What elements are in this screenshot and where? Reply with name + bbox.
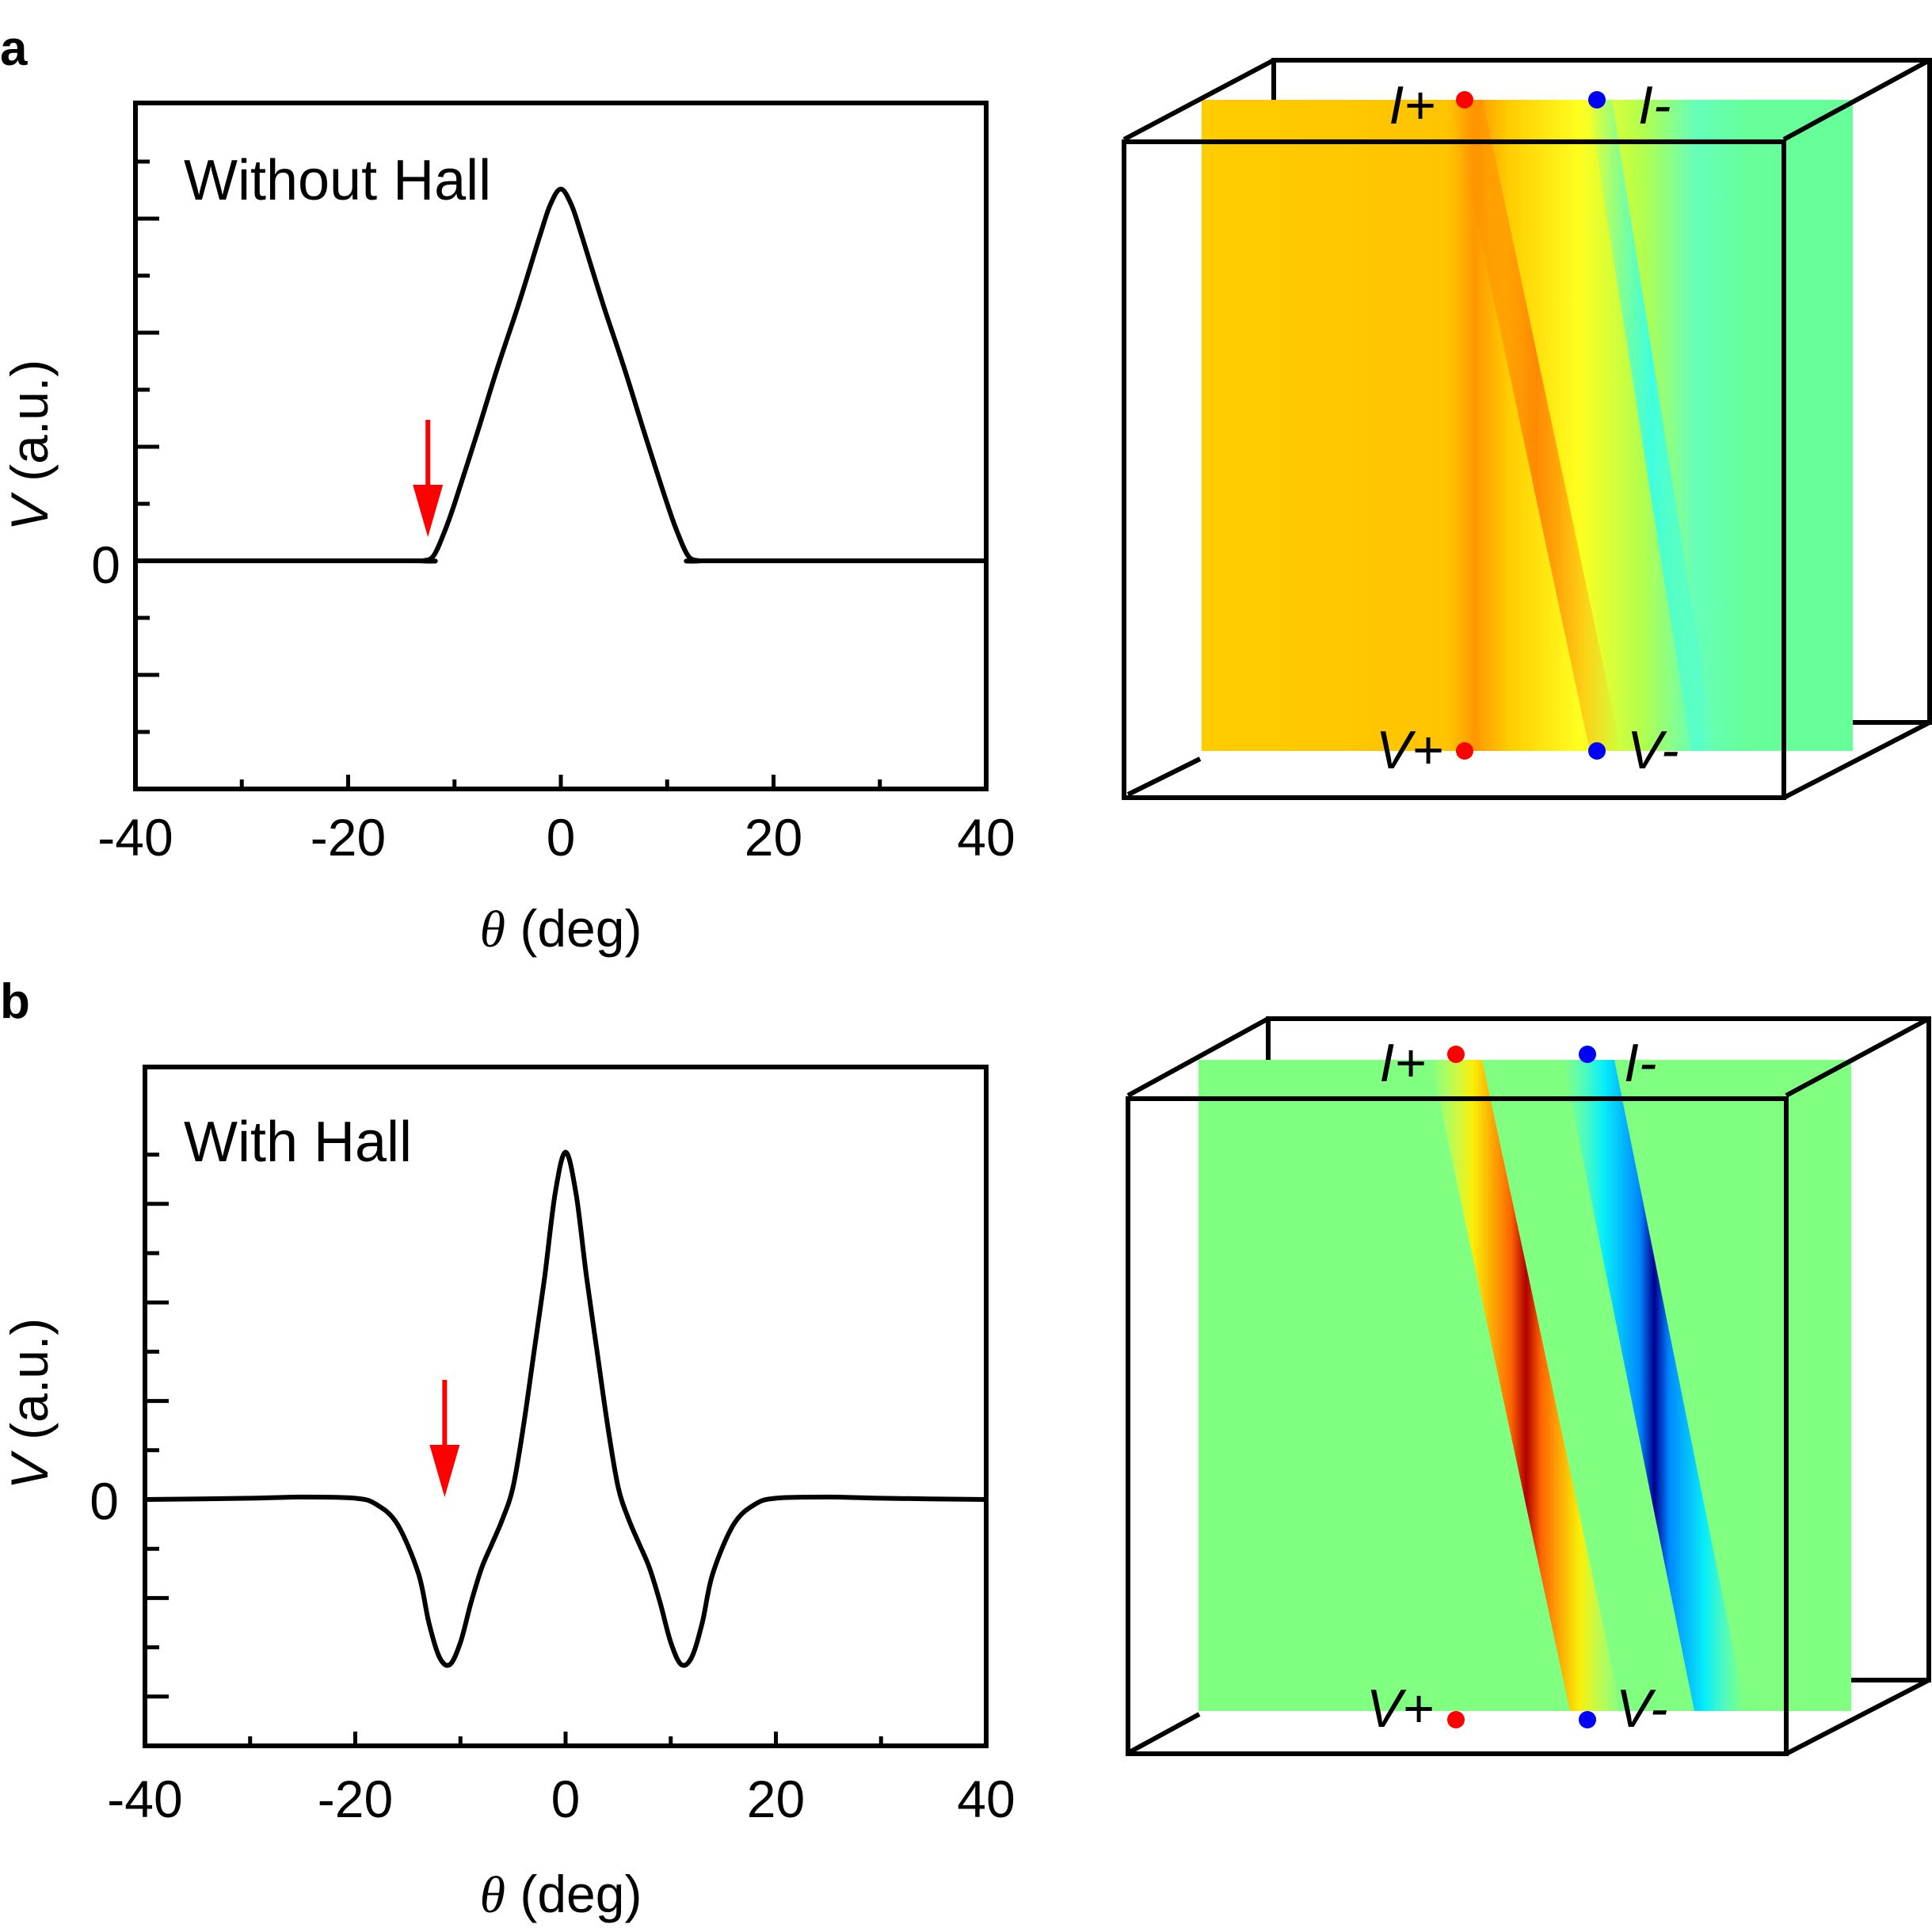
- map-b: I+ I- V+ V-: [1126, 1016, 1931, 1756]
- panel-label-b: b: [0, 974, 30, 1029]
- x-tick-label: 0: [551, 1770, 581, 1828]
- map-b-label-i-plus: I+: [1379, 1033, 1426, 1093]
- chart-b-y-axis-label: V (a.u.): [0, 1318, 59, 1489]
- map-a-orange-band: [1451, 100, 1621, 751]
- chart-a-x-axis-label: θ (deg): [480, 899, 642, 958]
- map-b-blue-band: [1563, 1060, 1746, 1711]
- x-tick-label: 20: [745, 808, 802, 867]
- chart-a-x-tick-labels: -40 -20 0 20 40: [97, 808, 1015, 867]
- chart-a-x-unit: (deg): [520, 899, 642, 958]
- chart-b-x-unit: (deg): [520, 1865, 642, 1923]
- chart-b: -40 -20 0 20 40 0 With Hall θ (deg) V (a.u.): [0, 1065, 1016, 1924]
- x-tick-label: 0: [547, 808, 576, 867]
- chart-a-x-symbol: θ: [480, 901, 505, 958]
- map-a-terminal-i-minus: [1588, 91, 1606, 109]
- chart-b-x-tick-labels: -40 -20 0 20 40: [107, 1770, 1015, 1828]
- map-b-terminal-i-plus: [1447, 1046, 1465, 1063]
- map-a-edge: [1122, 58, 1275, 142]
- map-a-label-v-minus: V-: [1627, 720, 1679, 780]
- map-a-label-v-plus: V+: [1376, 720, 1443, 780]
- x-tick-label: -20: [318, 1770, 393, 1828]
- x-tick-label: -20: [311, 808, 386, 867]
- map-a-label-i-minus: I-: [1638, 75, 1671, 135]
- chart-a-annotation: Without Hall: [184, 149, 491, 212]
- chart-b-annotation: With Hall: [184, 1111, 412, 1174]
- map-b-label-v-plus: V+: [1366, 1679, 1434, 1739]
- x-tick-label: 20: [747, 1770, 805, 1828]
- map-a-edge: [1782, 58, 1931, 142]
- chart-b-y-zero-label: 0: [90, 1472, 119, 1530]
- map-b-red-band: [1431, 1060, 1621, 1711]
- chart-a-y-unit: (a.u.): [0, 360, 59, 482]
- map-b-edge: [1126, 1016, 1270, 1098]
- map-a-terminal-i-plus: [1456, 91, 1473, 109]
- map-a-edge: [1782, 720, 1931, 800]
- map-a-terminal-v-minus: [1588, 742, 1606, 760]
- map-a-terminal-v-plus: [1456, 742, 1473, 760]
- chart-b-x-symbol: θ: [480, 1866, 505, 1924]
- map-a-front-face: [1122, 139, 1786, 800]
- x-tick-label: 40: [957, 808, 1015, 867]
- map-a-cyan-band: [1588, 100, 1715, 751]
- map-b-label-i-minus: I-: [1624, 1033, 1657, 1093]
- arrow-head: [413, 485, 444, 537]
- chart-a-series-line: [135, 186, 986, 564]
- panel-label-a: a: [0, 21, 28, 76]
- chart-a: -40 -20 0 20 40 0 Without Hall θ (deg) V (a.…: [0, 101, 1016, 958]
- chart-b-y-unit: (a.u.): [0, 1318, 59, 1440]
- map-b-terminal-v-plus: [1447, 1711, 1465, 1728]
- chart-a-y-ticks: [135, 159, 159, 734]
- chart-a-y-axis-label: V (a.u.): [0, 360, 59, 531]
- map-a-label-i-plus: I+: [1389, 75, 1435, 135]
- chart-b-x-axis-label: θ (deg): [480, 1865, 642, 1924]
- arrow-head: [429, 1445, 460, 1497]
- chart-a-y-zero-label: 0: [91, 535, 120, 594]
- map-b-edge: [1785, 1016, 1930, 1098]
- map-b-front-face: [1126, 1096, 1789, 1756]
- map-b-edge: [1785, 1678, 1930, 1756]
- map-b-label-v-minus: V-: [1616, 1679, 1667, 1739]
- chart-b-y-symbol: V: [0, 1450, 59, 1489]
- chart-a-x-ticks: [133, 775, 989, 789]
- chart-b-series-line: [144, 1149, 987, 1668]
- x-tick-label: -40: [97, 808, 173, 867]
- map-a: I+ I- V+ V-: [1122, 58, 1932, 800]
- map-b-terminal-i-minus: [1579, 1046, 1596, 1063]
- chart-b-x-ticks: [143, 1732, 989, 1746]
- chart-a-red-arrow: [413, 420, 444, 537]
- x-tick-label: -40: [107, 1770, 182, 1828]
- map-b-edge: [1126, 1712, 1201, 1755]
- chart-a-y-symbol: V: [0, 491, 59, 531]
- chart-b-y-ticks: [145, 1153, 169, 1699]
- chart-b-red-arrow: [429, 1380, 460, 1497]
- map-b-terminal-v-minus: [1579, 1711, 1596, 1728]
- x-tick-label: 40: [957, 1770, 1015, 1828]
- map-a-edge: [1126, 756, 1202, 797]
